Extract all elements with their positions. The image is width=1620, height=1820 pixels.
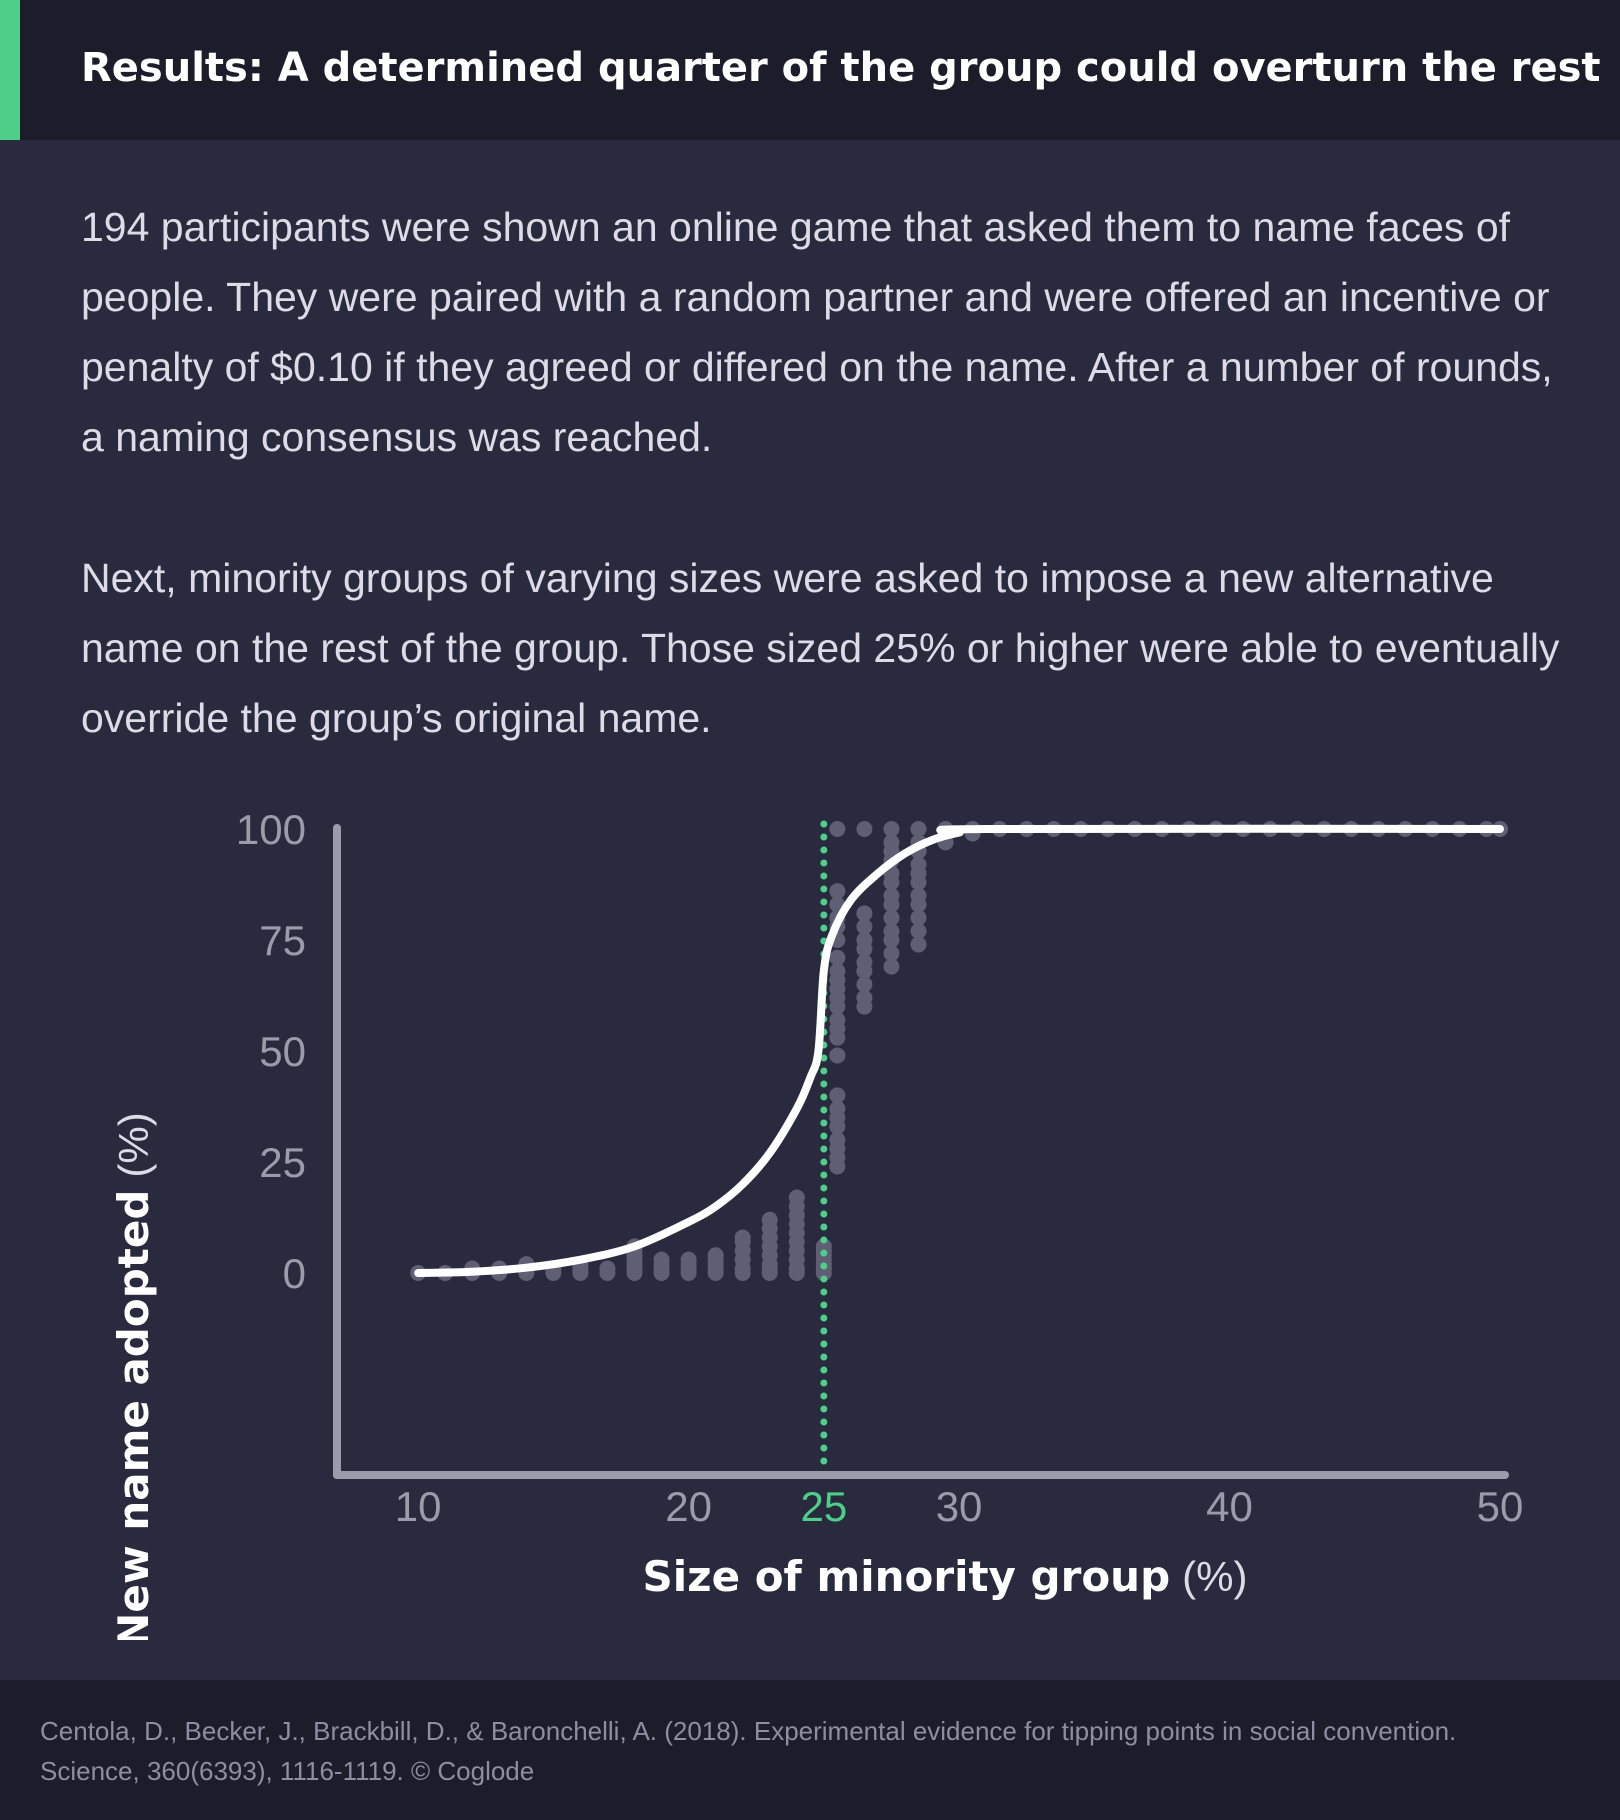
data-point [910,887,927,904]
data-point [856,905,873,922]
data-point [856,954,873,971]
x-tick-label: 25 [800,1483,847,1530]
intro-paragraph-1: 194 participants were shown an online ga… [81,204,1553,460]
x-tick-label: 10 [395,1483,442,1530]
data-point [910,936,927,953]
scatter-points [410,821,1508,1281]
data-point [829,1047,846,1064]
chart: 10 20 25 30 40 50 0 25 50 75 100 Size of minority … [109,806,1523,1640]
intro-paragraph-2: Next, minority groups of varying sizes w… [81,555,1560,741]
y-tick-label: 100 [236,806,306,853]
data-point [883,923,900,940]
y-tick-label: 50 [259,1028,306,1075]
citation-line-1: Centola, D., Becker, J., Brackbill, D., … [40,1716,1457,1746]
data-point [829,1011,846,1028]
data-point [829,1087,846,1104]
x-axis-label: Size of minority group [643,1552,1171,1601]
y-tick-label: 25 [259,1139,306,1186]
data-point [883,958,900,975]
data-point [829,1100,846,1117]
header-accent-stripe [0,0,20,140]
data-point [883,821,900,837]
y-axis-title: New name adopted (%) [109,1112,158,1640]
data-point [761,1211,778,1228]
page-title: Results: A determined quarter of the gro… [81,45,1601,91]
data-point [856,918,873,935]
x-tick-label: 40 [1206,1483,1253,1530]
data-point [883,945,900,962]
x-tick-label: 20 [665,1483,712,1530]
y-tick-label: 0 [283,1250,306,1297]
data-point [599,1260,616,1277]
data-point [910,923,927,940]
x-tick-label: 30 [936,1483,983,1530]
data-point [829,821,846,837]
header-bar: Results: A determined quarter of the gro… [0,0,1620,140]
tick-labels: 10 20 25 30 40 50 0 25 50 75 100 [236,806,1523,1530]
data-point [788,1189,805,1206]
y-tick-label: 75 [259,917,306,964]
y-axis-unit: (%) [110,1112,157,1177]
data-point [856,976,873,993]
data-point [829,963,846,980]
fit-curve [414,824,1504,1277]
x-tick-label: 50 [1477,1483,1524,1530]
data-point [856,932,873,948]
data-point [910,821,927,837]
data-point [653,1251,670,1268]
citation: Centola, D., Becker, J., Brackbill, D., … [40,1711,1600,1791]
data-point [856,989,873,1006]
data-point [910,909,927,926]
footer-bar: Centola, D., Becker, J., Brackbill, D., … [0,1680,1620,1820]
data-point [829,949,846,966]
data-point [829,1131,846,1148]
data-point [680,1251,697,1268]
citation-line-2: Science, 360(6393), 1116-1119. © Coglode [40,1756,535,1786]
x-axis-unit: (%) [1182,1553,1247,1600]
data-point [883,909,900,926]
data-point [883,834,900,851]
data-point [910,856,927,873]
data-point [829,883,846,900]
data-point [883,887,900,904]
data-point [707,1247,724,1264]
data-point [815,1238,832,1255]
data-point [856,821,873,837]
data-point [734,1229,751,1246]
y-axis-label: New name adopted [109,1190,158,1640]
chart-axes [333,824,1509,1479]
x-axis-title: Size of minority group (%) [643,1552,1248,1601]
